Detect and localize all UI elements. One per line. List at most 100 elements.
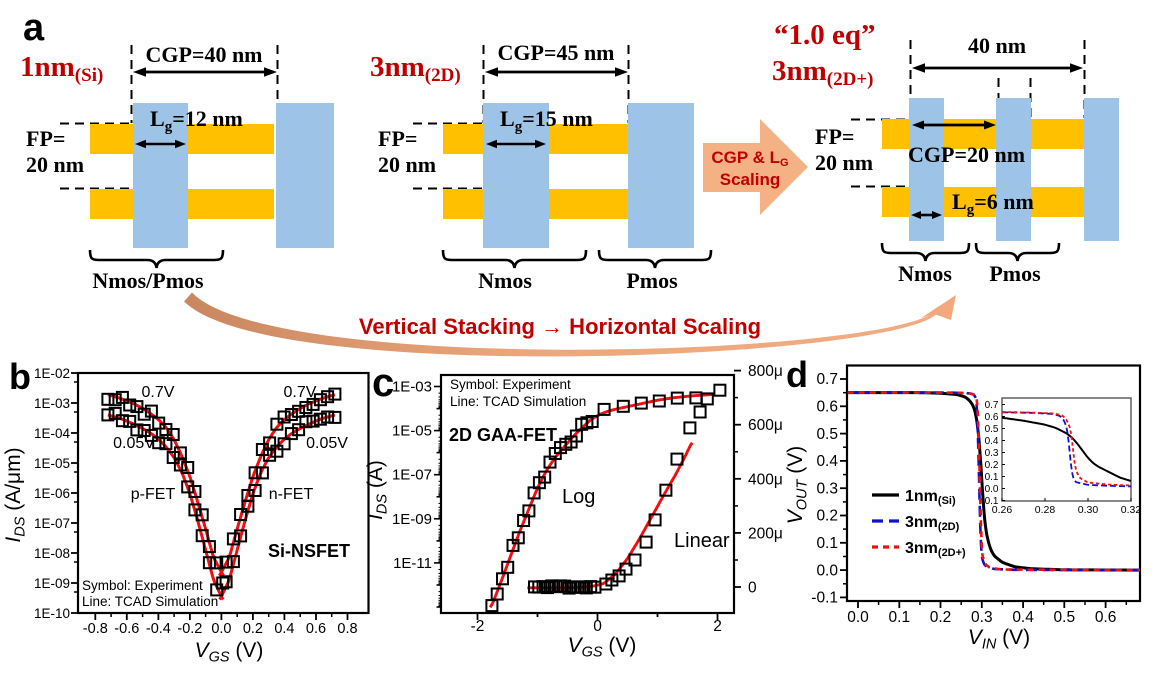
- svg-text:a: a: [23, 7, 45, 49]
- svg-text:d: d: [786, 354, 808, 395]
- svg-text:0.5: 0.5: [816, 426, 838, 443]
- svg-text:0.3: 0.3: [816, 480, 838, 497]
- svg-text:0.4: 0.4: [985, 436, 999, 447]
- svg-text:c: c: [372, 361, 394, 405]
- svg-text:p-FET: p-FET: [131, 486, 176, 503]
- svg-text:1E-11: 1E-11: [393, 555, 432, 572]
- svg-text:0.6: 0.6: [1095, 609, 1117, 626]
- svg-text:1E-09: 1E-09: [392, 511, 432, 528]
- svg-text:Scaling: Scaling: [720, 170, 780, 189]
- svg-text:CGP=45 nm: CGP=45 nm: [497, 40, 614, 65]
- svg-text:Si-NSFET: Si-NSFET: [268, 541, 350, 561]
- svg-text:0.3: 0.3: [985, 448, 999, 459]
- svg-text:1E-09: 1E-09: [34, 576, 70, 591]
- svg-text:0.05V: 0.05V: [113, 435, 155, 452]
- svg-text:Nmos: Nmos: [478, 268, 532, 293]
- svg-text:1E-08: 1E-08: [34, 546, 70, 561]
- svg-text:-0.4: -0.4: [146, 621, 171, 637]
- svg-text:Pmos: Pmos: [989, 261, 1041, 286]
- svg-text:CGP & LG: CGP & LG: [711, 148, 788, 169]
- svg-text:1E-05: 1E-05: [34, 456, 70, 471]
- svg-text:b: b: [9, 356, 31, 397]
- svg-text:-0.1: -0.1: [811, 590, 838, 607]
- svg-text:1E-06: 1E-06: [34, 486, 70, 501]
- svg-text:“1.0 eq”: “1.0 eq”: [774, 19, 876, 51]
- svg-text:1E-03: 1E-03: [392, 379, 432, 396]
- svg-text:Line: TCAD Simulation: Line: TCAD Simulation: [450, 394, 586, 409]
- svg-text:0.05V: 0.05V: [306, 435, 348, 452]
- svg-text:1E-04: 1E-04: [34, 426, 71, 441]
- svg-text:Log: Log: [562, 486, 595, 508]
- svg-text:400μ: 400μ: [748, 471, 783, 488]
- svg-text:-0.1: -0.1: [981, 496, 999, 507]
- svg-text:FP=: FP=: [26, 126, 65, 151]
- svg-text:0.2: 0.2: [985, 460, 999, 471]
- svg-text:IDS (A): IDS (A): [364, 460, 391, 520]
- svg-text:0.4: 0.4: [1012, 609, 1034, 626]
- svg-text:0.30: 0.30: [1078, 504, 1099, 516]
- svg-text:1E-05: 1E-05: [392, 423, 432, 440]
- svg-text:0.28: 0.28: [1035, 504, 1056, 516]
- svg-text:FP=: FP=: [378, 126, 417, 151]
- svg-text:Lg=15 nm: Lg=15 nm: [500, 106, 593, 135]
- svg-text:0.2: 0.2: [243, 621, 263, 637]
- svg-text:Line: TCAD Simulation: Line: TCAD Simulation: [82, 594, 218, 609]
- svg-text:VGS (V): VGS (V): [568, 634, 637, 661]
- svg-text:CGP=40 nm: CGP=40 nm: [145, 42, 262, 67]
- svg-text:Lg=6 nm: Lg=6 nm: [952, 189, 1034, 218]
- svg-text:Nmos: Nmos: [898, 261, 952, 286]
- svg-text:-2: -2: [471, 618, 485, 635]
- svg-text:1E-10: 1E-10: [34, 606, 70, 621]
- svg-text:-0.6: -0.6: [114, 621, 139, 637]
- svg-text:FP=: FP=: [815, 124, 854, 149]
- svg-text:200μ: 200μ: [748, 525, 783, 542]
- svg-text:0.0: 0.0: [847, 609, 869, 626]
- svg-text:0: 0: [593, 618, 602, 635]
- svg-text:0.7V: 0.7V: [284, 384, 317, 401]
- svg-text:0.4: 0.4: [274, 621, 294, 637]
- svg-text:0.8: 0.8: [337, 621, 357, 637]
- svg-text:0.26: 0.26: [992, 504, 1013, 516]
- svg-text:0.6: 0.6: [816, 399, 838, 416]
- svg-text:20 nm: 20 nm: [378, 152, 436, 177]
- svg-text:0.6: 0.6: [306, 621, 326, 637]
- svg-text:0.0: 0.0: [985, 484, 999, 495]
- svg-text:20 nm: 20 nm: [815, 150, 873, 175]
- svg-text:Pmos: Pmos: [626, 268, 678, 293]
- svg-text:CGP=20 nm: CGP=20 nm: [908, 142, 1025, 167]
- svg-text:0.2: 0.2: [930, 609, 952, 626]
- svg-text:VIN (V): VIN (V): [968, 626, 1030, 653]
- svg-text:Lg=12 nm: Lg=12 nm: [150, 106, 243, 135]
- svg-text:0.1: 0.1: [889, 609, 911, 626]
- svg-text:0.5: 0.5: [1054, 609, 1076, 626]
- svg-text:0.7: 0.7: [985, 400, 999, 411]
- svg-text:Symbol: Experiment: Symbol: Experiment: [450, 377, 571, 392]
- svg-text:2: 2: [713, 618, 722, 635]
- svg-text:0.2: 0.2: [816, 508, 838, 525]
- svg-text:0.7: 0.7: [816, 371, 838, 388]
- svg-text:0.1: 0.1: [985, 472, 999, 483]
- svg-text:20 nm: 20 nm: [26, 152, 84, 177]
- svg-text:2D GAA-FET: 2D GAA-FET: [449, 425, 557, 445]
- svg-text:0.3: 0.3: [971, 609, 993, 626]
- svg-text:1E-03: 1E-03: [34, 396, 70, 411]
- svg-text:1E-07: 1E-07: [34, 516, 70, 531]
- svg-text:0.7V: 0.7V: [142, 384, 175, 401]
- svg-text:-0.2: -0.2: [177, 621, 202, 637]
- svg-text:40 nm: 40 nm: [968, 33, 1026, 58]
- svg-text:600μ: 600μ: [748, 417, 783, 434]
- svg-text:Linear: Linear: [674, 530, 730, 552]
- svg-text:VOUT (V): VOUT (V): [784, 446, 811, 524]
- svg-text:0.6: 0.6: [985, 412, 999, 423]
- svg-text:0.4: 0.4: [816, 453, 838, 470]
- svg-text:1E-07: 1E-07: [392, 467, 432, 484]
- svg-text:800μ: 800μ: [748, 363, 783, 380]
- svg-text:0.0: 0.0: [211, 621, 231, 637]
- svg-text:VGS (V): VGS (V): [195, 639, 264, 666]
- svg-text:0.0: 0.0: [816, 562, 838, 579]
- svg-text:n-FET: n-FET: [269, 486, 314, 503]
- svg-text:0.1: 0.1: [816, 535, 838, 552]
- svg-text:0.5: 0.5: [985, 424, 999, 435]
- svg-text:1E-02: 1E-02: [34, 366, 70, 381]
- svg-text:Symbol: Experiment: Symbol: Experiment: [82, 578, 203, 593]
